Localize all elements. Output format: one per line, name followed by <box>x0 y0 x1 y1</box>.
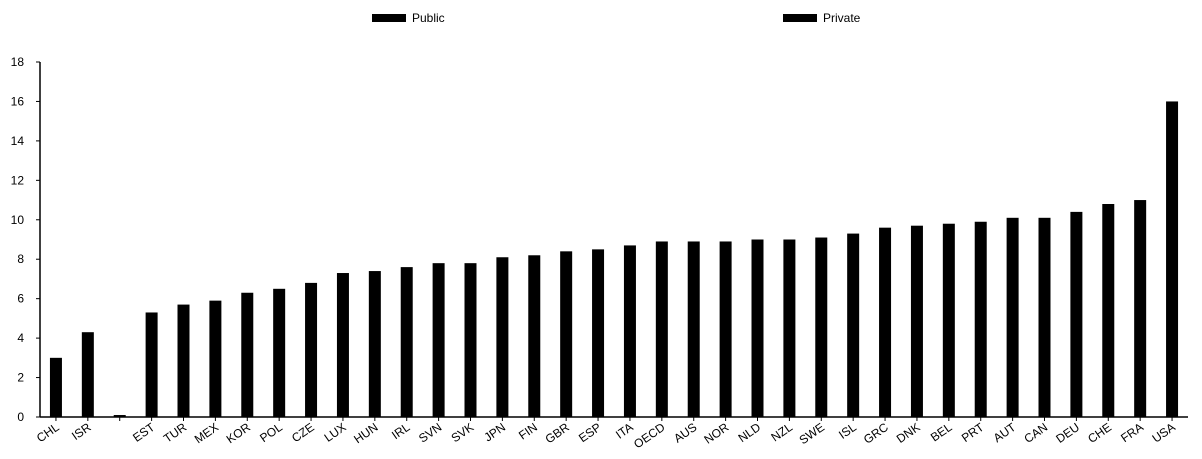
bar-che <box>1102 204 1115 417</box>
bar-bel <box>942 223 955 417</box>
y-tick-label: 10 <box>11 213 25 227</box>
bar-tur <box>177 304 190 417</box>
y-tick-label: 6 <box>17 292 24 306</box>
category-label-aus: AUS <box>671 420 699 446</box>
bar-svk <box>464 263 477 417</box>
bar-isr <box>81 332 94 417</box>
category-label-pol: POL <box>257 420 285 445</box>
category-label-che: CHE <box>1085 420 1114 446</box>
category-label-fin: FIN <box>516 420 540 443</box>
bar-nld <box>751 239 764 417</box>
bar-prt <box>974 221 987 417</box>
bar-nzl <box>783 239 796 417</box>
category-label-svk: SVK <box>449 420 477 445</box>
category-label-gbr: GBR <box>543 420 573 447</box>
bar-deu <box>1070 211 1083 417</box>
bar-hun <box>368 271 381 417</box>
category-label-est: EST <box>130 420 158 445</box>
bar-esp <box>592 249 605 417</box>
category-label-lux: LUX <box>322 420 349 445</box>
bar-aus <box>687 241 700 417</box>
bar-mex <box>209 300 222 417</box>
bar-aut <box>1006 217 1019 417</box>
category-label-nzl: NZL <box>769 420 796 445</box>
y-tick-label: 18 <box>11 55 25 69</box>
category-label-prt: PRT <box>959 420 987 445</box>
category-label-deu: DEU <box>1053 420 1082 446</box>
category-label-svn: SVN <box>416 420 444 446</box>
bar-nor <box>719 241 732 417</box>
category-label-isl: ISL <box>836 420 859 442</box>
bar-chl <box>49 357 62 417</box>
bar-oecd <box>655 241 668 417</box>
legend-public-swatch <box>372 14 406 22</box>
category-label-oecd: OECD <box>631 420 668 452</box>
legend-public: Public <box>372 11 445 25</box>
category-label-usa: USA <box>1150 420 1178 446</box>
category-label-swe: SWE <box>797 420 827 447</box>
legend-private-label: Private <box>823 11 861 25</box>
category-label-mex: MEX <box>192 420 221 446</box>
bar-irl <box>400 267 413 417</box>
bar-svn <box>432 263 445 417</box>
bar-fra <box>1134 200 1147 417</box>
legend-private-swatch <box>783 14 817 22</box>
bar-gbr <box>560 251 573 417</box>
bar-dnk <box>910 225 923 417</box>
category-label-fra: FRA <box>1118 420 1146 445</box>
bar-pol <box>273 288 286 417</box>
category-label-chl: CHL <box>34 420 62 445</box>
legend-public-label: Public <box>412 11 445 25</box>
category-label-grc: GRC <box>861 420 891 447</box>
category-label-irl: IRL <box>389 420 413 442</box>
category-label-bel: BEL <box>928 420 955 445</box>
bar-lux <box>336 273 349 417</box>
bar-can <box>1038 217 1051 417</box>
chart-bars <box>49 101 1179 417</box>
y-tick-label: 8 <box>17 252 24 266</box>
bar-swe <box>815 237 828 417</box>
y-tick-label: 0 <box>17 410 24 424</box>
bar-jpn <box>496 257 509 417</box>
category-label-tur: TUR <box>161 420 190 446</box>
y-tick-label: 14 <box>11 134 25 148</box>
category-label-nor: NOR <box>701 420 731 447</box>
category-label-dnk: DNK <box>894 420 923 446</box>
bar-ita <box>623 245 636 417</box>
y-tick-label: 16 <box>11 94 25 108</box>
bar-cze <box>305 282 318 417</box>
bar-fin <box>528 255 541 417</box>
category-label-hun: HUN <box>351 420 380 446</box>
chart-category-labels: CHL ISR EST TUR MEX KOR POL CZE LUX HUN IRL SVN SVK J… <box>34 420 1178 452</box>
category-label-esp: ESP <box>576 420 604 445</box>
category-label-aut: AUT <box>991 420 1019 446</box>
y-tick-label: 4 <box>17 331 24 345</box>
bar-usa <box>1166 101 1179 417</box>
bar-est <box>145 312 158 417</box>
y-tick-label: 2 <box>17 371 24 385</box>
bar-kor <box>241 292 254 417</box>
category-label-isr: ISR <box>69 420 94 443</box>
category-label-cze: CZE <box>289 420 317 445</box>
category-label-jpn: JPN <box>482 420 509 444</box>
bar-isl <box>847 233 860 417</box>
y-tick-label: 12 <box>11 173 25 187</box>
chart-axes: 0 2 4 6 8 10 12 14 16 18 <box>11 55 1188 424</box>
category-label-kor: KOR <box>224 420 254 447</box>
legend-private: Private <box>783 11 860 25</box>
bar-grc <box>879 227 892 417</box>
category-label-nld: NLD <box>736 420 764 445</box>
bar-blank <box>113 415 126 417</box>
category-label-can: CAN <box>1021 420 1050 446</box>
